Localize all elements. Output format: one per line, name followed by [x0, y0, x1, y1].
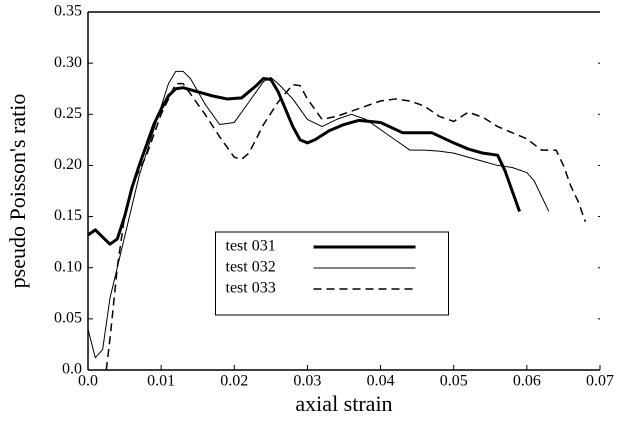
legend-label: test 031	[226, 238, 276, 255]
x-tick-label: 0.04	[367, 373, 395, 390]
series-line	[87, 76, 521, 246]
legend-label: test 033	[226, 280, 276, 297]
x-tick-label: 0.06	[513, 373, 541, 390]
x-axis-label: axial strain	[295, 391, 392, 416]
x-tick-label: 0.02	[220, 373, 248, 390]
y-tick-label: 0.10	[54, 258, 82, 275]
y-tick-label: 0.25	[54, 105, 82, 122]
y-axis-label: pseudo Poisson's ratio	[5, 94, 30, 289]
legend-label: test 032	[226, 259, 276, 276]
y-tick-label: 0.35	[54, 3, 82, 20]
y-tick-label: 0.0	[62, 361, 82, 378]
y-tick-label: 0.20	[54, 156, 82, 173]
y-tick-label: 0.30	[54, 54, 82, 71]
series-line	[87, 70, 550, 359]
y-tick-label: 0.05	[54, 310, 82, 327]
y-tick-label: 0.15	[54, 207, 82, 224]
x-tick-label: 0.07	[586, 373, 614, 390]
x-tick-label: 0.05	[440, 373, 468, 390]
x-tick-label: 0.01	[147, 373, 175, 390]
series-line	[105, 82, 587, 371]
x-tick-label: 0.0	[78, 373, 98, 390]
x-tick-label: 0.03	[293, 373, 321, 390]
